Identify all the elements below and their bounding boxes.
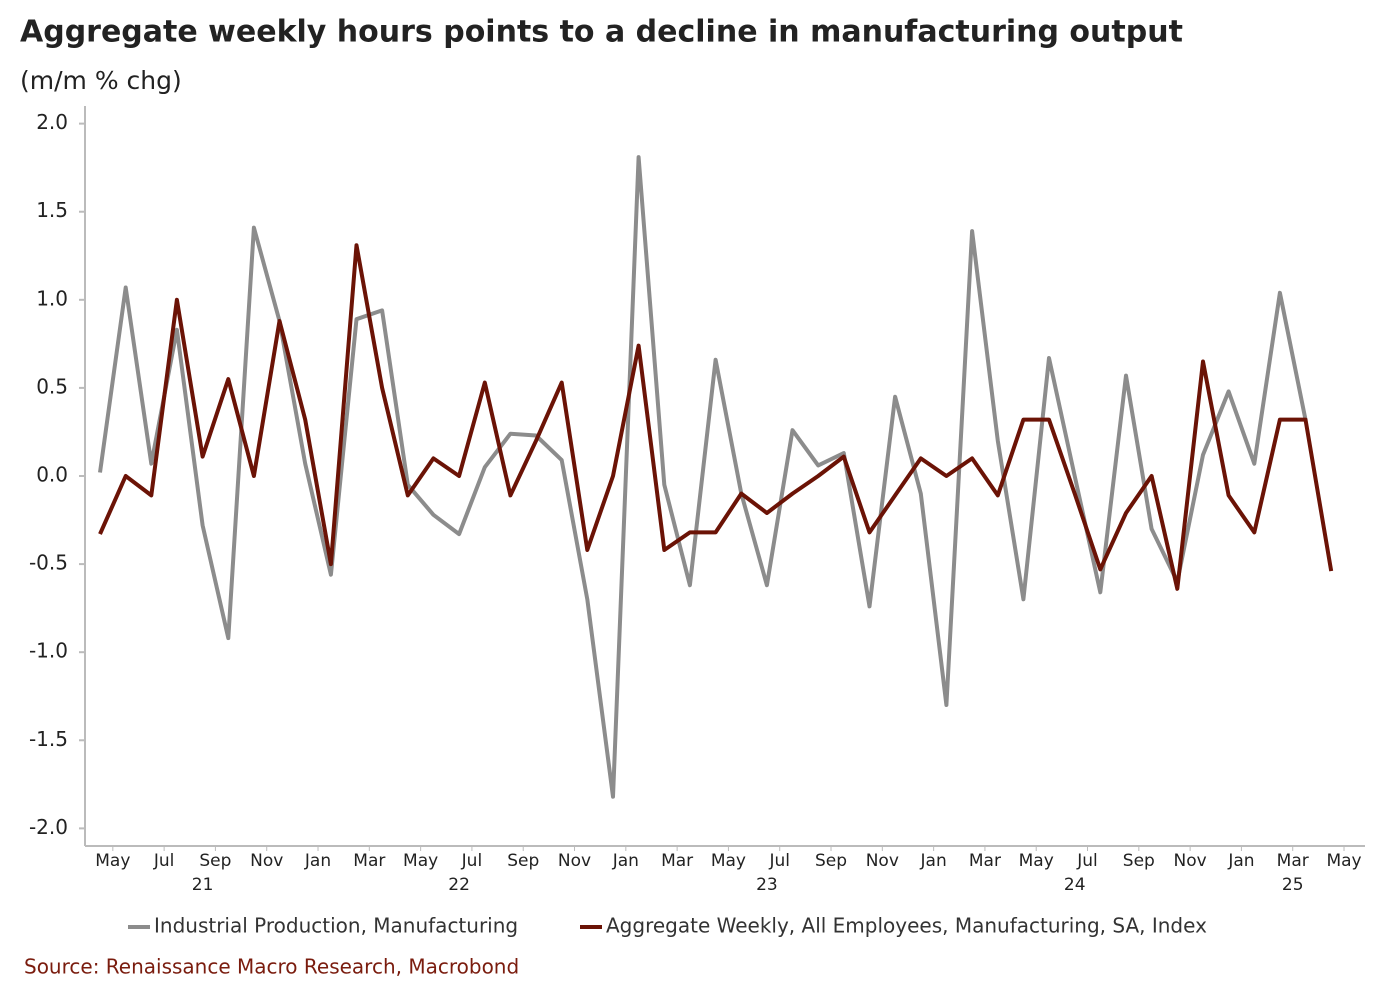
- x-tick-label: May: [1019, 851, 1054, 871]
- year-label: 25: [1282, 875, 1304, 895]
- x-tick-label: Mar: [969, 851, 1001, 871]
- x-tick-label: Jul: [153, 851, 175, 871]
- x-tick-label: Jan: [304, 851, 331, 871]
- x-tick-label: Nov: [1174, 851, 1207, 871]
- x-tick-label: Jan: [920, 851, 947, 871]
- x-tick-label: Jul: [768, 851, 790, 871]
- x-tick-label: Sep: [199, 851, 231, 871]
- y-tick-label: 0.0: [36, 463, 68, 487]
- series-line: [98, 155, 1308, 799]
- y-tick-label: 1.5: [36, 198, 68, 222]
- chart-title: Aggregate weekly hours points to a decli…: [20, 15, 1183, 50]
- year-label: 23: [756, 875, 778, 895]
- x-tick-label: Jul: [1076, 851, 1098, 871]
- x-tick-label: Jan: [1227, 851, 1254, 871]
- year-label: 22: [448, 875, 470, 895]
- y-tick-label: -1.0: [29, 639, 68, 663]
- legend: Industrial Production, Manufacturing Aggr…: [128, 914, 1207, 938]
- x-tick-label: May: [711, 851, 746, 871]
- x-tick-label: Jul: [461, 851, 483, 871]
- x-tick-label: Nov: [558, 851, 591, 871]
- x-tick-label: Jan: [612, 851, 639, 871]
- x-tick-label: May: [403, 851, 438, 871]
- x-tick-label: May: [1326, 851, 1361, 871]
- chart-subtitle: (m/m % chg): [20, 66, 182, 95]
- series-line: [98, 243, 1334, 591]
- y-tick-label: -1.5: [29, 727, 68, 751]
- legend-label: Industrial Production, Manufacturing: [154, 914, 518, 938]
- legend-label: Aggregate Weekly, All Employees, Manufac…: [606, 914, 1207, 938]
- x-tick-label: Nov: [250, 851, 283, 871]
- year-label: 21: [192, 875, 214, 895]
- year-label: 24: [1064, 875, 1086, 895]
- x-tick-label: Sep: [815, 851, 847, 871]
- x-tick-label: Sep: [1123, 851, 1155, 871]
- y-tick-label: 1.0: [36, 286, 68, 310]
- x-tick-label: Mar: [1277, 851, 1309, 871]
- y-tick-label: 0.5: [36, 374, 68, 398]
- x-tick-label: Mar: [661, 851, 693, 871]
- y-tick-label: -2.0: [29, 815, 68, 839]
- x-tick-label: May: [95, 851, 130, 871]
- y-tick-label: -0.5: [29, 551, 68, 575]
- x-tick-label: Mar: [353, 851, 385, 871]
- y-tick-label: 2.0: [36, 110, 68, 134]
- x-tick-label: Sep: [507, 851, 539, 871]
- source: Source: Renaissance Macro Research, Macr…: [24, 955, 519, 979]
- x-tick-label: Nov: [866, 851, 899, 871]
